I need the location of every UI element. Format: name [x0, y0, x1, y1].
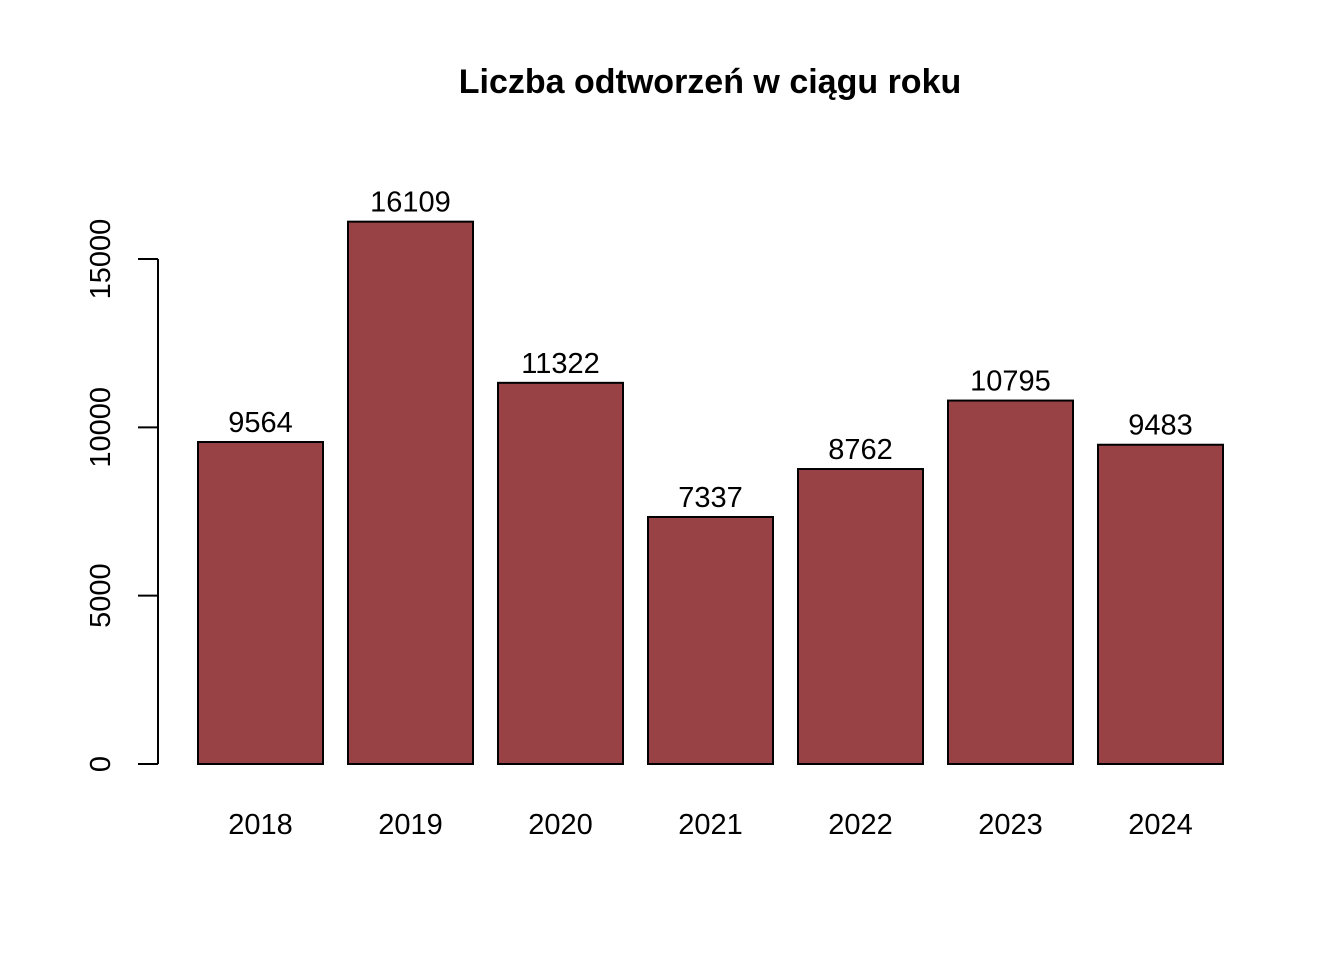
x-tick-label: 2021 [678, 809, 743, 841]
y-axis: 0 5000 10000 15000 [85, 219, 159, 772]
bar-2022 [797, 468, 924, 765]
data-label: 11322 [521, 348, 600, 380]
bars-group [197, 220, 1224, 765]
bar-2023 [947, 399, 1074, 765]
bar-2021 [647, 515, 774, 765]
data-label: 7337 [678, 482, 743, 514]
data-label: 10795 [970, 366, 1051, 398]
data-label: 8762 [828, 434, 893, 466]
chart-title: Liczba odtworzeń w ciągu roku [459, 63, 962, 101]
x-tick-label: 2022 [828, 809, 893, 841]
y-tick-label: 10000 [85, 387, 117, 468]
data-label: 16109 [370, 187, 451, 219]
data-label: 9564 [228, 407, 293, 439]
data-label: 9483 [1128, 410, 1193, 442]
x-tick-label: 2023 [978, 809, 1043, 841]
y-tick-label: 15000 [85, 219, 117, 300]
y-tick-label: 5000 [85, 563, 117, 628]
bar-2024 [1097, 443, 1224, 765]
x-tick-label: 2018 [228, 809, 293, 841]
bar-2020 [497, 381, 624, 765]
y-tick-label: 0 [85, 756, 117, 772]
bar-2018 [197, 441, 324, 765]
x-tick-label: 2019 [378, 809, 443, 841]
x-tick-label: 2020 [528, 809, 593, 841]
data-labels-group: 9564 16109 11322 7337 8762 10795 9483 [228, 187, 1193, 514]
x-axis-labels: 2018 2019 2020 2021 2022 2023 2024 [228, 809, 1193, 841]
x-tick-label: 2024 [1128, 809, 1193, 841]
bar-2019 [347, 220, 474, 765]
